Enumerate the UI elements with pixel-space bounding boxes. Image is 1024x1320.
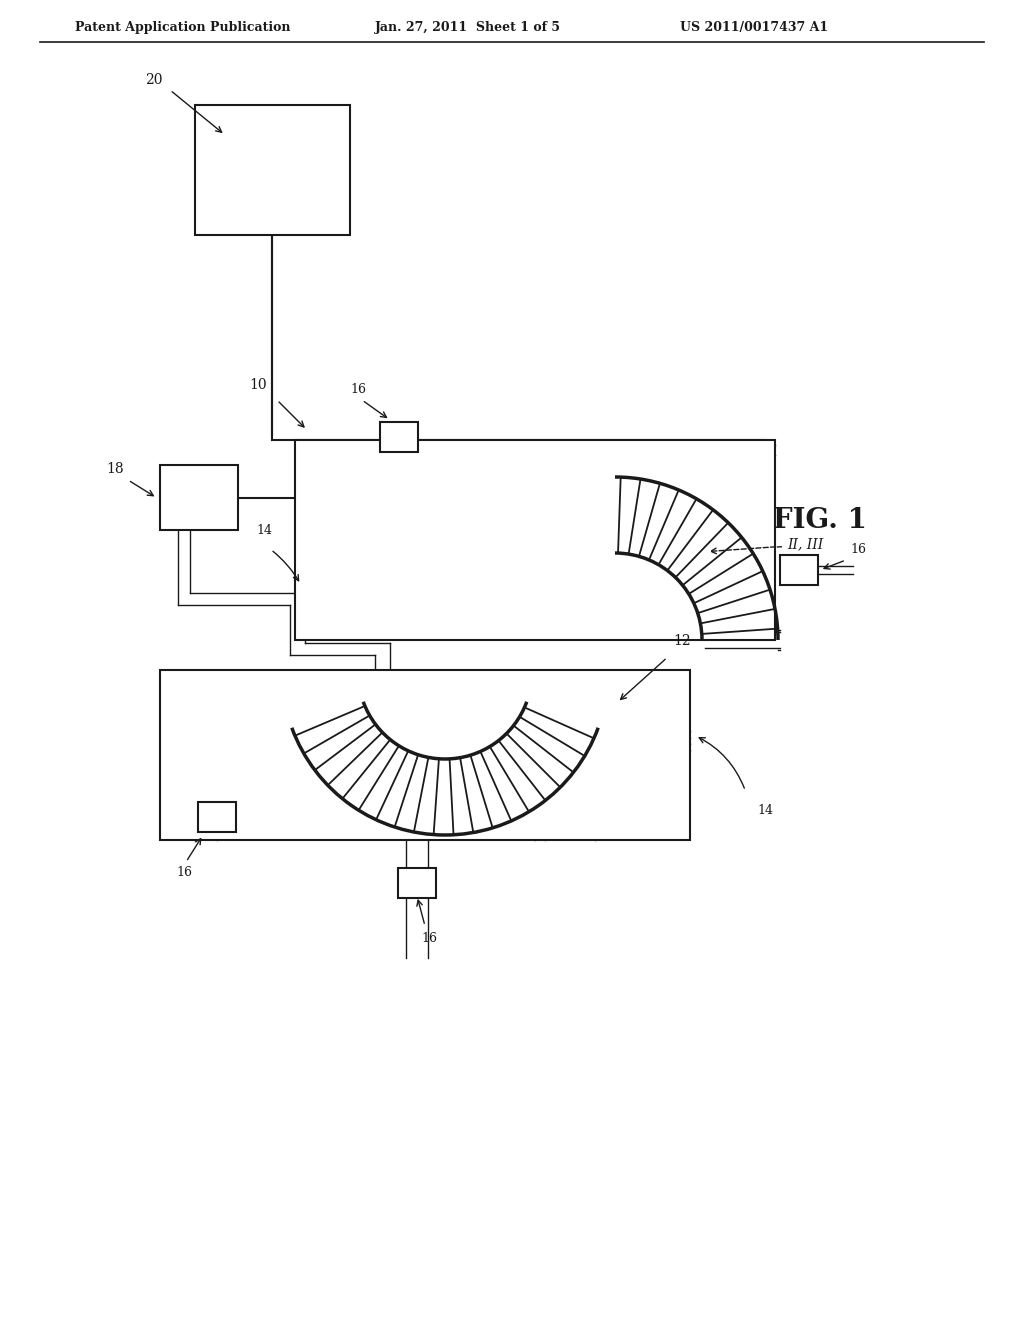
- Text: 18: 18: [106, 462, 124, 477]
- Bar: [398, 869, 436, 898]
- Bar: [295, 440, 775, 640]
- Text: 14: 14: [758, 804, 773, 817]
- Bar: [160, 671, 690, 840]
- Text: FIG. 1: FIG. 1: [773, 507, 867, 533]
- Text: 16: 16: [850, 543, 866, 556]
- Text: US 2011/0017437 A1: US 2011/0017437 A1: [680, 21, 828, 33]
- Text: 16: 16: [350, 383, 366, 396]
- Text: 20: 20: [145, 73, 163, 87]
- Bar: [780, 554, 818, 585]
- Text: Patent Application Publication: Patent Application Publication: [75, 21, 291, 33]
- Text: 10: 10: [250, 378, 267, 392]
- Bar: [198, 803, 236, 832]
- Text: 16: 16: [176, 866, 193, 879]
- Text: 16: 16: [421, 932, 437, 945]
- Bar: [380, 422, 418, 451]
- Text: 14: 14: [257, 524, 272, 536]
- Bar: [195, 106, 350, 235]
- Bar: [160, 465, 238, 531]
- Text: 12: 12: [674, 635, 691, 648]
- Text: Jan. 27, 2011  Sheet 1 of 5: Jan. 27, 2011 Sheet 1 of 5: [375, 21, 561, 33]
- Text: II, III: II, III: [787, 537, 823, 552]
